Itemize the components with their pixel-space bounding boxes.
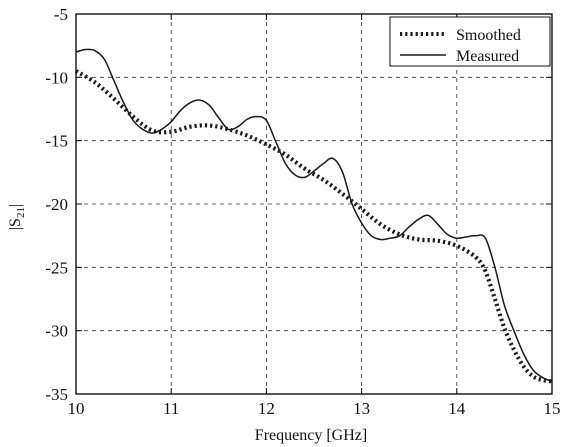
- y-axis-label: |S21|: [7, 204, 27, 230]
- x-tick-label: 12: [258, 399, 275, 418]
- y-tick-labels: -5 -10 -15 -20 -25 -30 -35: [45, 5, 68, 404]
- x-tick-label: 14: [448, 399, 466, 418]
- y-tick-label: -5: [54, 5, 68, 24]
- legend-box: [389, 16, 551, 67]
- y-tick-label: -35: [45, 385, 68, 404]
- y-tick-label: -15: [45, 132, 68, 151]
- plot-frame: [75, 13, 553, 395]
- x-tick-labels: 10 11 12 13 14 15: [68, 399, 561, 418]
- axis-ticks: [75, 13, 553, 395]
- y-tick-label: -30: [45, 322, 68, 341]
- legend-label-smoothed: Smoothed: [456, 27, 521, 44]
- grid: [76, 14, 552, 394]
- x-axis-label: Frequency [GHz]: [255, 427, 367, 444]
- x-tick-label: 15: [544, 399, 561, 418]
- x-tick-label: 13: [353, 399, 370, 418]
- series-layer: [74, 48, 553, 384]
- series-line-smoothed: [74, 69, 553, 384]
- legend: Smoothed Measured: [389, 16, 551, 67]
- y-tick-label: -10: [45, 68, 68, 87]
- y-tick-label: -25: [45, 258, 68, 277]
- series-line-measured: [75, 48, 553, 383]
- legend-label-measured: Measured: [456, 48, 519, 65]
- x-tick-label: 11: [163, 399, 179, 418]
- y-tick-label: -20: [45, 195, 68, 214]
- x-tick-label: 10: [68, 399, 85, 418]
